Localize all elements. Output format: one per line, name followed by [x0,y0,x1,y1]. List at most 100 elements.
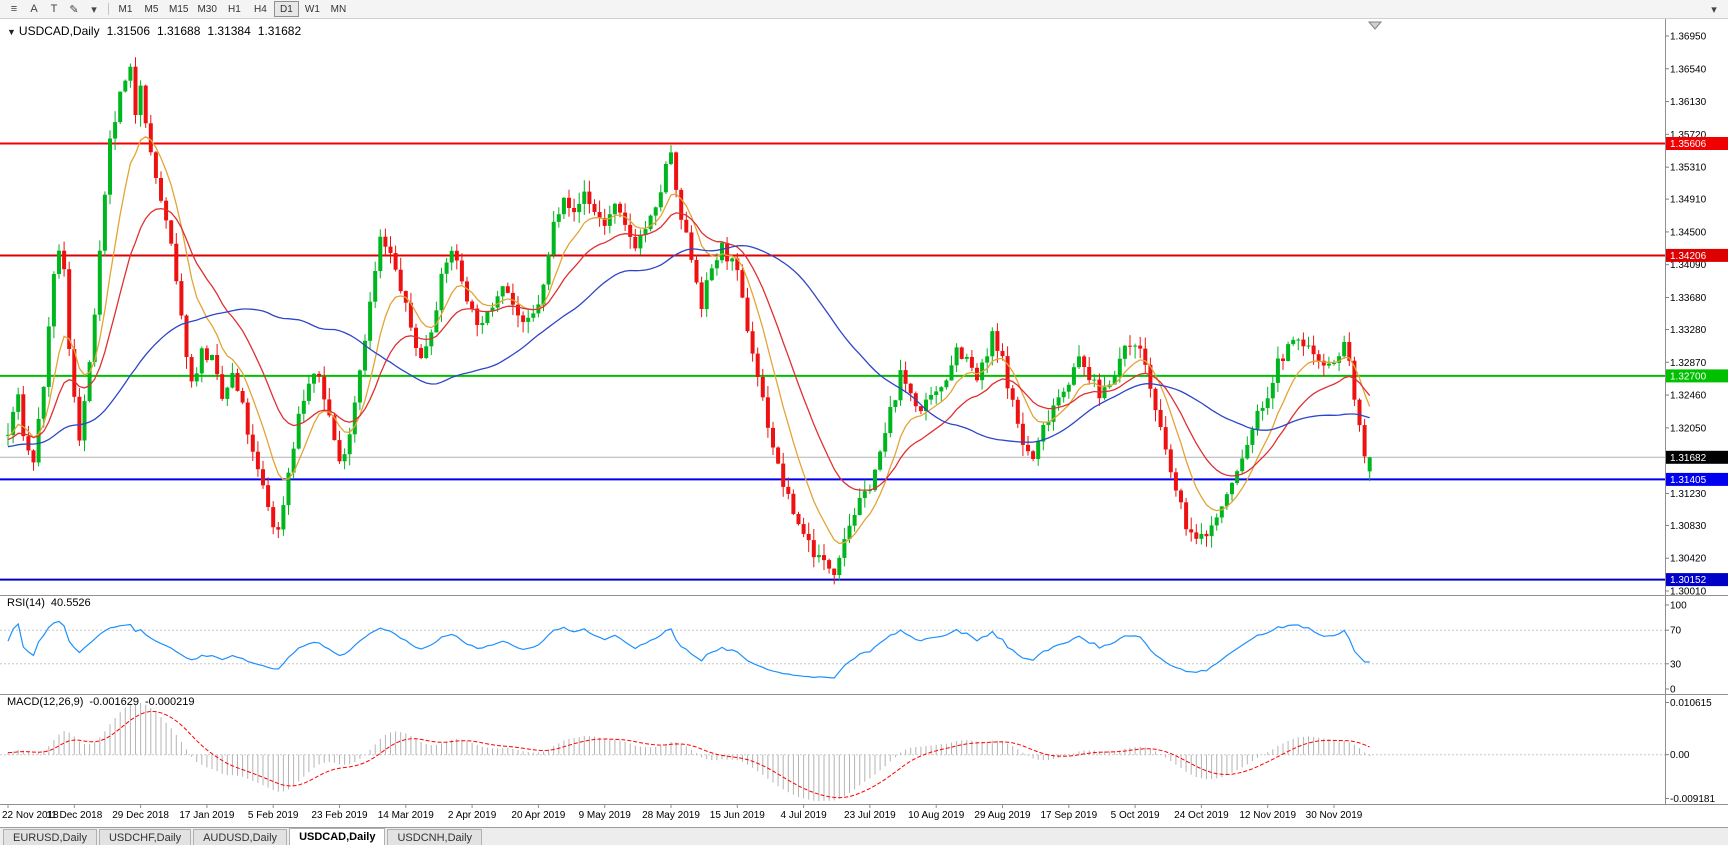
tab-bar: EURUSD,Daily USDCHF,Daily AUDUSD,Daily USDC… [0,827,1728,845]
macd-histogram [7,703,1371,801]
rsi-panel: 100 70 30 0 [0,601,1687,696]
horizontal-lines[interactable] [0,142,1665,581]
macd-panel: 0.010615 0.00 -0.009181 [0,698,1715,805]
svg-text:1.30010: 1.30010 [1670,586,1707,597]
svg-text:20 Apr 2019: 20 Apr 2019 [511,810,565,821]
svg-text:14 Mar 2019: 14 Mar 2019 [378,810,435,821]
timeframe-button-m15[interactable]: M15 [169,3,189,15]
svg-text:1.32870: 1.32870 [1670,358,1707,369]
svg-text:28 May 2019: 28 May 2019 [642,810,700,821]
svg-text:1.36540: 1.36540 [1670,64,1707,75]
svg-text:17 Jan 2019: 17 Jan 2019 [179,810,234,821]
svg-text:1.30152: 1.30152 [1670,575,1707,586]
price-badge: 1.34206 [1666,248,1728,262]
timeframe-button-h1[interactable]: H1 [228,3,241,15]
tab-usdcad[interactable]: USDCAD,Daily [289,828,386,845]
rsi-label: RSI(14) 40.5526 [7,597,97,609]
timeframe-button-m1[interactable]: M1 [118,3,133,15]
low-value: 1.31384 [207,24,251,38]
timeframe-button-h4[interactable]: H4 [254,3,267,15]
chart-symbol-label: USDCAD,Daily [18,24,100,38]
svg-text:1.34206: 1.34206 [1670,251,1707,262]
svg-text:1.36950: 1.36950 [1670,32,1707,43]
svg-text:1.33280: 1.33280 [1670,325,1707,336]
svg-text:5 Feb 2019: 5 Feb 2019 [248,810,299,821]
macd-label: MACD(12,26,9) -0.001629 -0.000219 [7,696,201,708]
moving-average-21 [7,207,1371,491]
draw-dropdown-icon[interactable]: ▾ [91,3,97,16]
svg-text:1.34910: 1.34910 [1670,195,1707,206]
top-toolbar: ≡ A T ✎ ▾ M1 M5 M15 M30 H1 H4 D1 W1 MN ▾ [0,0,1728,19]
svg-text:1.30830: 1.30830 [1670,521,1707,532]
svg-text:22 Nov 2018: 22 Nov 2018 [2,810,59,821]
svg-text:0.00: 0.00 [1670,750,1690,761]
draw-icon[interactable]: ✎ [69,3,79,16]
svg-text:17 Sep 2019: 17 Sep 2019 [1040,810,1097,821]
svg-text:9 May 2019: 9 May 2019 [579,810,632,821]
svg-text:30 Nov 2019: 30 Nov 2019 [1306,810,1363,821]
cursor-icon[interactable]: A [30,3,38,15]
svg-text:12 Nov 2019: 12 Nov 2019 [1239,810,1296,821]
svg-text:1.31230: 1.31230 [1670,489,1707,500]
svg-text:1.33680: 1.33680 [1670,293,1707,304]
svg-text:23 Feb 2019: 23 Feb 2019 [311,810,368,821]
macd-main-value: -0.001629 [89,696,139,708]
toolbar-overflow-icon[interactable]: ▾ [1711,3,1717,16]
text-icon[interactable]: T [50,3,58,15]
price-axis[interactable]: 1.36950 1.36540 1.36130 1.35720 1.35310 1.349… [1665,32,1707,598]
svg-text:70: 70 [1670,626,1682,637]
svg-text:1.30420: 1.30420 [1670,554,1707,565]
moving-average-9 [7,136,1371,545]
tab-usdchf[interactable]: USDCHF,Daily [98,829,192,845]
price-badge: 1.35606 [1666,137,1728,150]
timeframe-button-m30[interactable]: M30 [197,3,217,15]
svg-text:1.36130: 1.36130 [1670,97,1707,108]
svg-text:0.010615: 0.010615 [1670,698,1712,709]
svg-text:10 Aug 2019: 10 Aug 2019 [908,810,965,821]
svg-text:1.34500: 1.34500 [1670,227,1707,238]
svg-text:-0.009181: -0.009181 [1670,794,1715,805]
svg-text:29 Aug 2019: 29 Aug 2019 [974,810,1031,821]
svg-text:1.32700: 1.32700 [1670,371,1707,382]
timeframe-button-w1[interactable]: W1 [304,3,320,15]
timeframe-button-d1[interactable]: D1 [273,1,299,17]
timeframe-button-mn[interactable]: MN [330,3,347,15]
moving-average-50 [7,244,1370,448]
macd-name: MACD(12,26,9) [7,696,84,708]
svg-text:15 Jun 2019: 15 Jun 2019 [710,810,765,821]
svg-text:1.34090: 1.34090 [1670,260,1707,271]
svg-text:1.35720: 1.35720 [1670,130,1707,141]
toolbar-separator [108,3,109,15]
svg-text:4 Jul 2019: 4 Jul 2019 [781,810,828,821]
svg-text:24 Oct 2019: 24 Oct 2019 [1174,810,1229,821]
svg-text:1.32460: 1.32460 [1670,391,1707,402]
svg-text:2 Apr 2019: 2 Apr 2019 [448,810,497,821]
toolbar-icon-group: ≡ A T ✎ ▾ [4,0,104,18]
svg-text:23 Jul 2019: 23 Jul 2019 [844,810,896,821]
high-value: 1.31688 [157,24,201,38]
svg-text:30: 30 [1670,659,1682,670]
svg-text:29 Dec 2018: 29 Dec 2018 [112,810,169,821]
timeframe-buttons: M1 M5 M15 M30 H1 H4 D1 W1 MN [113,0,352,18]
rsi-value: 40.5526 [50,597,91,609]
chart-window[interactable]: 1.36950 1.36540 1.36130 1.35720 1.35310 1.349… [0,19,1728,827]
tab-audusd[interactable]: AUDUSD,Daily [193,829,288,845]
tab-eurusd[interactable]: EURUSD,Daily [3,829,97,845]
svg-text:5 Oct 2019: 5 Oct 2019 [1111,810,1160,821]
tab-usdcnh[interactable]: USDCNH,Daily [387,829,483,845]
chart-canvas[interactable]: 1.36950 1.36540 1.36130 1.35720 1.35310 1.349… [0,19,1728,827]
chart-shift-marker[interactable] [1367,21,1383,30]
collapse-icon[interactable]: ▼ [7,27,16,37]
svg-text:11 Dec 2018: 11 Dec 2018 [46,810,102,821]
svg-text:0: 0 [1670,685,1676,696]
macd-signal-line [7,710,1370,799]
chart-list-icon[interactable]: ≡ [10,3,18,15]
rsi-name: RSI(14) [7,597,45,609]
chart-ohlc-header: ▼ USDCAD,Daily 1.31506 1.31688 1.31384 1.3168… [7,24,301,38]
timeframe-button-m5[interactable]: M5 [144,3,159,15]
price-badge: 1.31405 [1666,472,1728,486]
svg-text:1.32050: 1.32050 [1670,423,1707,434]
price-badge: 1.31682 [1666,450,1728,464]
candlestick-series [6,57,1372,585]
